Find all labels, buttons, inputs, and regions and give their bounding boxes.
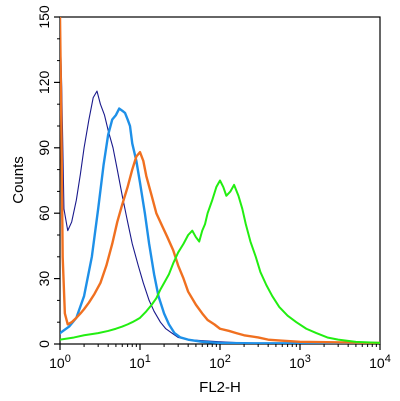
x-axis-title: FL2-H: [199, 379, 241, 396]
series-line-4: [60, 179, 380, 344]
y-tick-label: 150: [36, 5, 52, 29]
y-tick-label: 120: [36, 71, 52, 95]
y-tick-label: 30: [36, 271, 52, 287]
series-layer: [60, 17, 380, 344]
x-tick-label: 101: [129, 353, 151, 371]
y-axis-title: Counts: [10, 156, 27, 204]
x-axis-ticks: 100 101 102 103 104: [49, 344, 391, 371]
x-tick-label: 100: [49, 353, 71, 371]
y-tick-label: 60: [36, 205, 52, 221]
y-tick-label: 90: [36, 140, 52, 156]
x-tick-label: 102: [209, 353, 231, 371]
y-tick-label: 0: [36, 340, 52, 348]
series-line-3: [60, 17, 380, 344]
series-line-2: [60, 107, 380, 344]
y-axis-ticks: 0 30 60 90 120 150: [36, 5, 60, 348]
x-tick-label: 103: [289, 353, 311, 371]
x-tick-label: 104: [369, 353, 391, 371]
